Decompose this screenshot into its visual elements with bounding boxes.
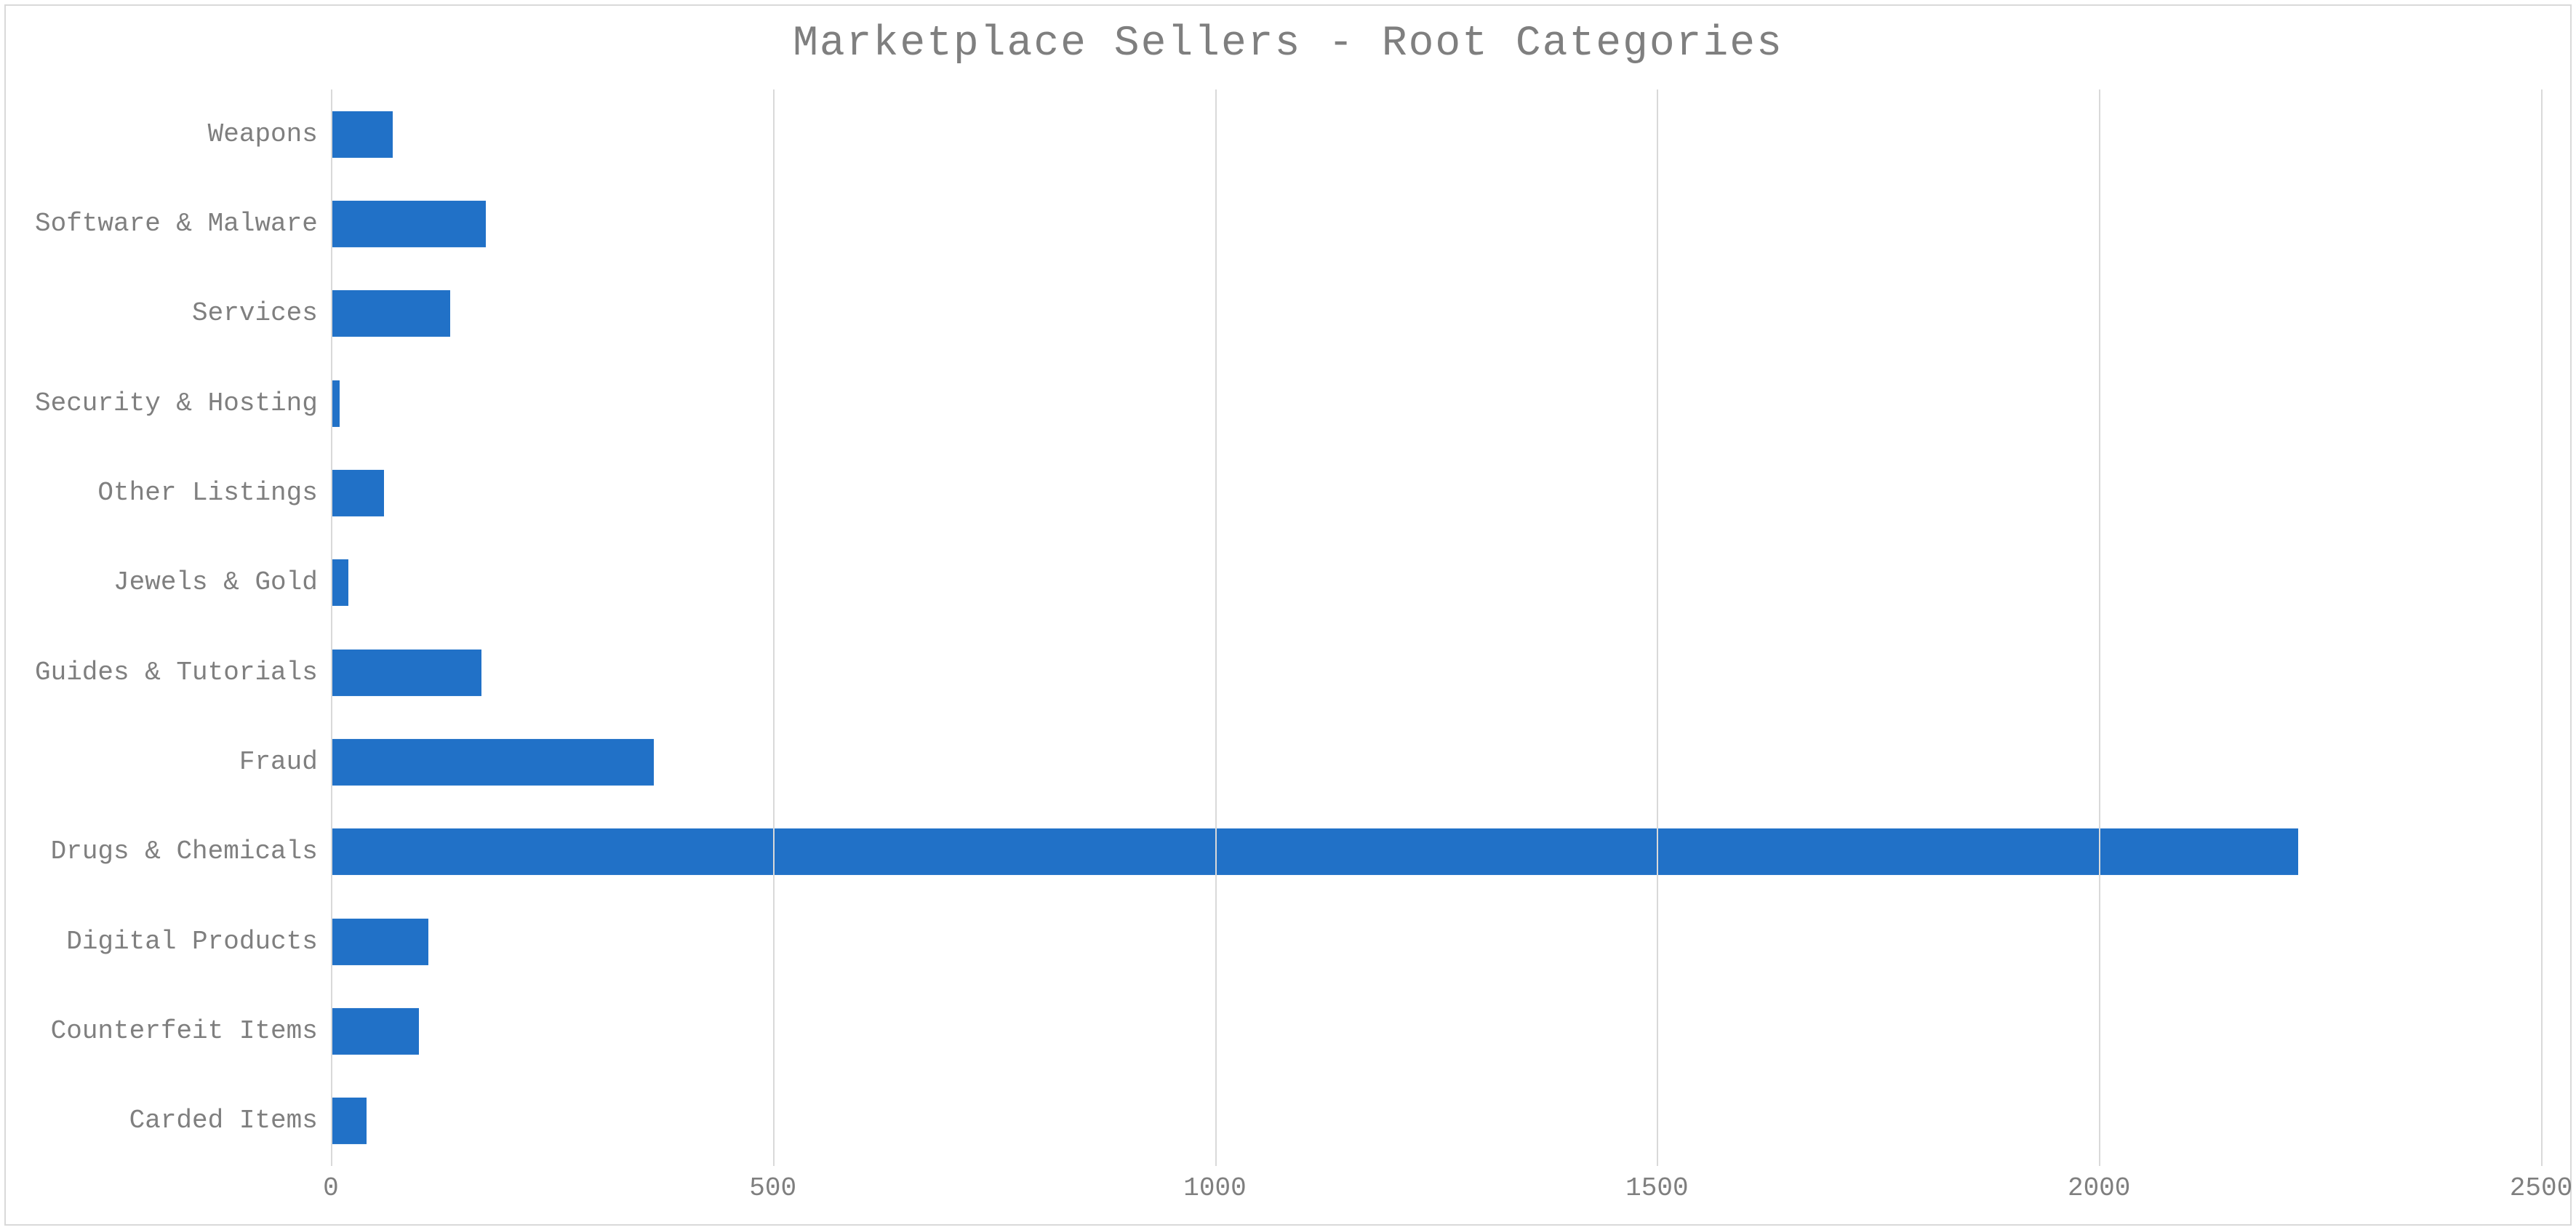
bar-slot xyxy=(331,179,2541,268)
y-axis-label: Fraud xyxy=(239,749,318,775)
bar-slot xyxy=(331,359,2541,448)
bar-slot xyxy=(331,1077,2541,1166)
x-axis-spacer xyxy=(35,1166,331,1202)
gridline xyxy=(1215,89,1217,1166)
bar xyxy=(331,919,428,965)
bar xyxy=(331,1008,420,1055)
x-axis-tick-label: 2000 xyxy=(2068,1173,2130,1203)
x-axis-tick-label: 1000 xyxy=(1183,1173,1246,1203)
bar xyxy=(331,828,2298,875)
y-axis-label: Software & Malware xyxy=(35,211,318,237)
y-axis-label: Weapons xyxy=(208,121,318,148)
bar-slot xyxy=(331,538,2541,628)
y-axis-label: Drugs & Chemicals xyxy=(51,839,318,865)
y-axis-label: Counterfeit Items xyxy=(51,1018,318,1045)
bar xyxy=(331,111,393,158)
bars-container xyxy=(331,89,2541,1166)
bar xyxy=(331,559,348,606)
gridline xyxy=(331,89,332,1166)
gridline xyxy=(1657,89,1658,1166)
bar-slot xyxy=(331,269,2541,359)
bar-slot xyxy=(331,448,2541,538)
bar xyxy=(331,1098,367,1144)
gridline xyxy=(2541,89,2543,1166)
y-axis-label: Other Listings xyxy=(97,480,317,506)
chart-title: Marketplace Sellers - Root Categories xyxy=(35,20,2541,68)
bar-slot xyxy=(331,628,2541,717)
gridline xyxy=(2099,89,2100,1166)
y-axis-label: Digital Products xyxy=(66,929,318,955)
bar xyxy=(331,290,450,337)
bar-slot xyxy=(331,717,2541,807)
x-axis-tick-label: 0 xyxy=(323,1173,339,1203)
chart-frame: Marketplace Sellers - Root Categories We… xyxy=(4,4,2572,1226)
bar xyxy=(331,650,481,696)
x-axis-tick-label: 1500 xyxy=(1625,1173,1688,1203)
x-axis-tick-label: 500 xyxy=(749,1173,796,1203)
y-axis-label: Jewels & Gold xyxy=(113,570,318,596)
y-axis-label: Carded Items xyxy=(129,1108,318,1134)
x-axis-tick-label: 2500 xyxy=(2510,1173,2572,1203)
x-axis-row: 05001000150020002500 xyxy=(35,1166,2541,1202)
y-axis-labels: Weapons Software & Malware Services Securit… xyxy=(35,89,331,1166)
bar-slot xyxy=(331,89,2541,179)
y-axis-label: Guides & Tutorials xyxy=(35,660,318,686)
bar xyxy=(331,201,486,247)
x-axis: 05001000150020002500 xyxy=(331,1166,2541,1202)
gridline xyxy=(773,89,775,1166)
bar-slot xyxy=(331,807,2541,897)
bar-slot xyxy=(331,897,2541,986)
plot-wrap: Weapons Software & Malware Services Securit… xyxy=(35,89,2541,1202)
plot-row: Weapons Software & Malware Services Securit… xyxy=(35,89,2541,1166)
bar xyxy=(331,739,654,786)
plot-area xyxy=(331,89,2541,1166)
y-axis-label: Services xyxy=(192,300,318,327)
bar-slot xyxy=(331,986,2541,1076)
bar xyxy=(331,470,384,516)
y-axis-label: Security & Hosting xyxy=(35,391,318,417)
